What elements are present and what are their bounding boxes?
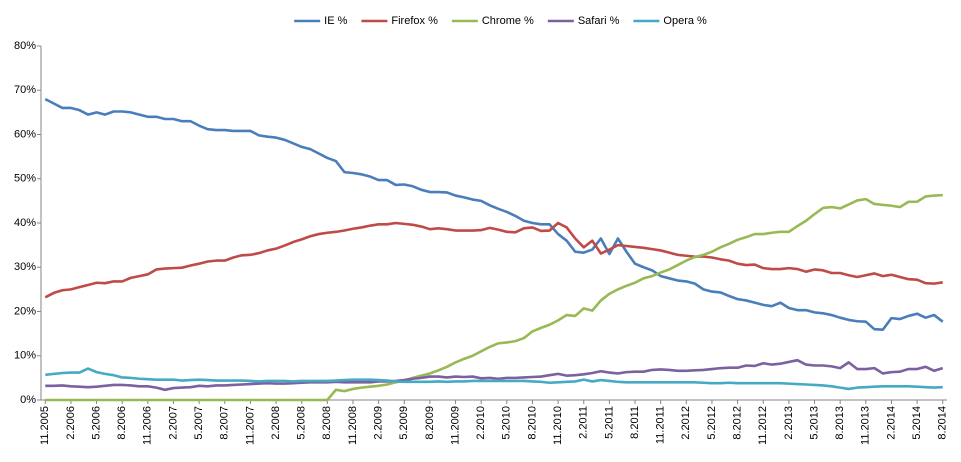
x-tick-label: 2.2008: [270, 406, 282, 440]
y-tick-label: 0%: [20, 394, 36, 406]
y-tick-label: 60%: [14, 128, 36, 140]
legend-label: Chrome %: [482, 15, 534, 27]
x-tick-label: 8.2011: [629, 406, 641, 439]
x-tick-label: 2.2009: [373, 406, 385, 440]
x-tick-label: 8.2007: [219, 406, 231, 440]
x-tick-label: 11.2007: [244, 406, 256, 445]
x-tick-label: 8.2010: [526, 406, 538, 440]
x-tick-label: 5.2013: [808, 406, 820, 440]
legend-label: IE %: [324, 15, 347, 27]
y-tick-label: 10%: [14, 350, 36, 362]
x-tick-label: 11.2009: [449, 406, 461, 445]
x-tick-label: 5.2007: [193, 406, 205, 440]
x-tick-label: 11.2005: [39, 406, 51, 445]
x-tick-label: 5.2011: [603, 406, 615, 439]
series-line: [45, 367, 943, 391]
x-tick-label: 11.2006: [142, 406, 154, 445]
x-tick-label: 11.2012: [757, 406, 769, 445]
x-tick-label: 5.2006: [90, 406, 102, 440]
series-line: [45, 193, 943, 402]
x-tick-label: 2.2007: [167, 406, 179, 440]
x-tick-label: 11.2010: [552, 406, 564, 445]
x-tick-label: 5.2009: [398, 406, 410, 440]
x-tick-label: 8.2009: [424, 406, 436, 440]
legend: IE % Firefox % Chrome % Safari % Opera %: [294, 15, 707, 27]
y-tick-label: 50%: [14, 173, 36, 185]
x-tick-label: 11.2011: [655, 406, 667, 444]
x-tick-label: 2.2014: [885, 406, 897, 440]
x-tick-label: 2.2011: [578, 406, 590, 439]
x-tick-label: 2.2010: [475, 406, 487, 440]
series-line: [44, 97, 944, 331]
series-line: [44, 221, 943, 299]
x-tick-label: 5.2008: [296, 406, 308, 440]
x-tick-label: 5.2014: [911, 406, 923, 440]
y-tick-label: 80%: [14, 40, 36, 52]
y-tick-label: 70%: [14, 84, 36, 96]
legend-label: Firefox %: [391, 15, 438, 27]
x-tick-label: 11.2013: [860, 406, 872, 445]
x-tick-label: 8.2008: [321, 406, 333, 440]
x-tick-label: 8.2012: [732, 406, 744, 440]
x-tick-label: 8.2006: [116, 406, 128, 440]
x-tick-label: 2.2006: [65, 406, 77, 440]
y-tick-label: 30%: [14, 261, 36, 273]
x-tick-label: 2.2012: [680, 406, 692, 440]
x-tick-label: 5.2012: [706, 406, 718, 440]
x-tick-label: 8.2013: [834, 406, 846, 440]
legend-label: Opera %: [663, 15, 707, 27]
x-tick-label: 8.2014: [937, 406, 949, 440]
legend-label: Safari %: [578, 15, 620, 27]
x-tick-label: 11.2008: [347, 406, 359, 445]
x-tick-label: 2.2013: [783, 406, 795, 440]
y-tick-label: 20%: [14, 305, 36, 317]
x-tick-label: 5.2010: [501, 406, 513, 440]
series-line: [45, 358, 944, 392]
y-tick-label: 40%: [14, 217, 36, 229]
